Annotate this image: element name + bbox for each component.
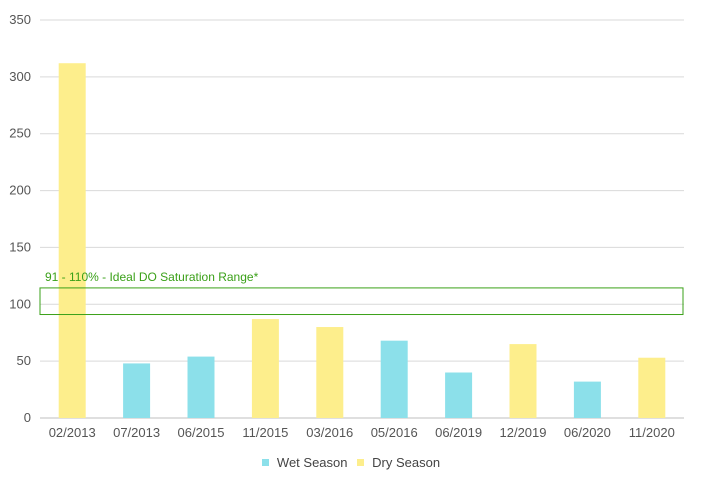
- y-tick-label: 0: [24, 410, 31, 425]
- bar[interactable]: [316, 327, 344, 418]
- legend-label-dry: Dry Season: [372, 455, 441, 470]
- y-tick-label: 250: [9, 126, 31, 141]
- bar[interactable]: [187, 356, 215, 418]
- y-axis: 0 50 100 150 200 250 300 350: [9, 12, 31, 425]
- x-tick-label: 06/2020: [564, 425, 611, 440]
- ideal-range-annotation: 91 - 110% - Ideal DO Saturation Range*: [39, 270, 684, 316]
- x-tick-label: 11/2015: [242, 425, 288, 440]
- x-tick-label: 03/2016: [306, 425, 353, 440]
- y-tick-label: 50: [17, 353, 31, 368]
- x-tick-label: 11/2020: [629, 425, 675, 440]
- x-axis: 02/2013 07/2013 06/2015 11/2015 03/2016 05/20…: [49, 425, 675, 440]
- x-tick-label: 06/2019: [435, 425, 482, 440]
- y-tick-label: 350: [9, 12, 31, 27]
- legend: Wet Season Dry Season: [0, 455, 702, 470]
- x-tick-label: 12/2019: [500, 425, 547, 440]
- bar[interactable]: [445, 372, 473, 418]
- ideal-range-label: 91 - 110% - Ideal DO Saturation Range*: [45, 270, 259, 284]
- bars: [58, 63, 666, 419]
- bar[interactable]: [509, 344, 537, 418]
- y-tick-label: 200: [9, 183, 31, 198]
- bar[interactable]: [251, 319, 279, 418]
- y-tick-label: 100: [9, 296, 31, 311]
- bar[interactable]: [58, 63, 86, 419]
- bar[interactable]: [380, 340, 408, 418]
- legend-label-wet: Wet Season: [276, 455, 348, 470]
- y-tick-label: 300: [9, 69, 31, 84]
- legend-item-wet[interactable]: Wet Season: [261, 455, 348, 470]
- x-tick-label: 05/2016: [371, 425, 418, 440]
- x-tick-label: 07/2013: [113, 425, 160, 440]
- legend-swatch-dry: [357, 459, 365, 466]
- x-tick-label: 06/2015: [178, 425, 225, 440]
- gridlines: [40, 19, 684, 419]
- legend-swatch-wet: [261, 459, 269, 466]
- ideal-range-box: [39, 287, 684, 316]
- bar[interactable]: [638, 357, 666, 418]
- x-tick-label: 02/2013: [49, 425, 96, 440]
- y-tick-label: 150: [9, 239, 31, 254]
- legend-item-dry[interactable]: Dry Season: [357, 455, 440, 470]
- bar[interactable]: [573, 381, 601, 418]
- bar[interactable]: [123, 363, 151, 418]
